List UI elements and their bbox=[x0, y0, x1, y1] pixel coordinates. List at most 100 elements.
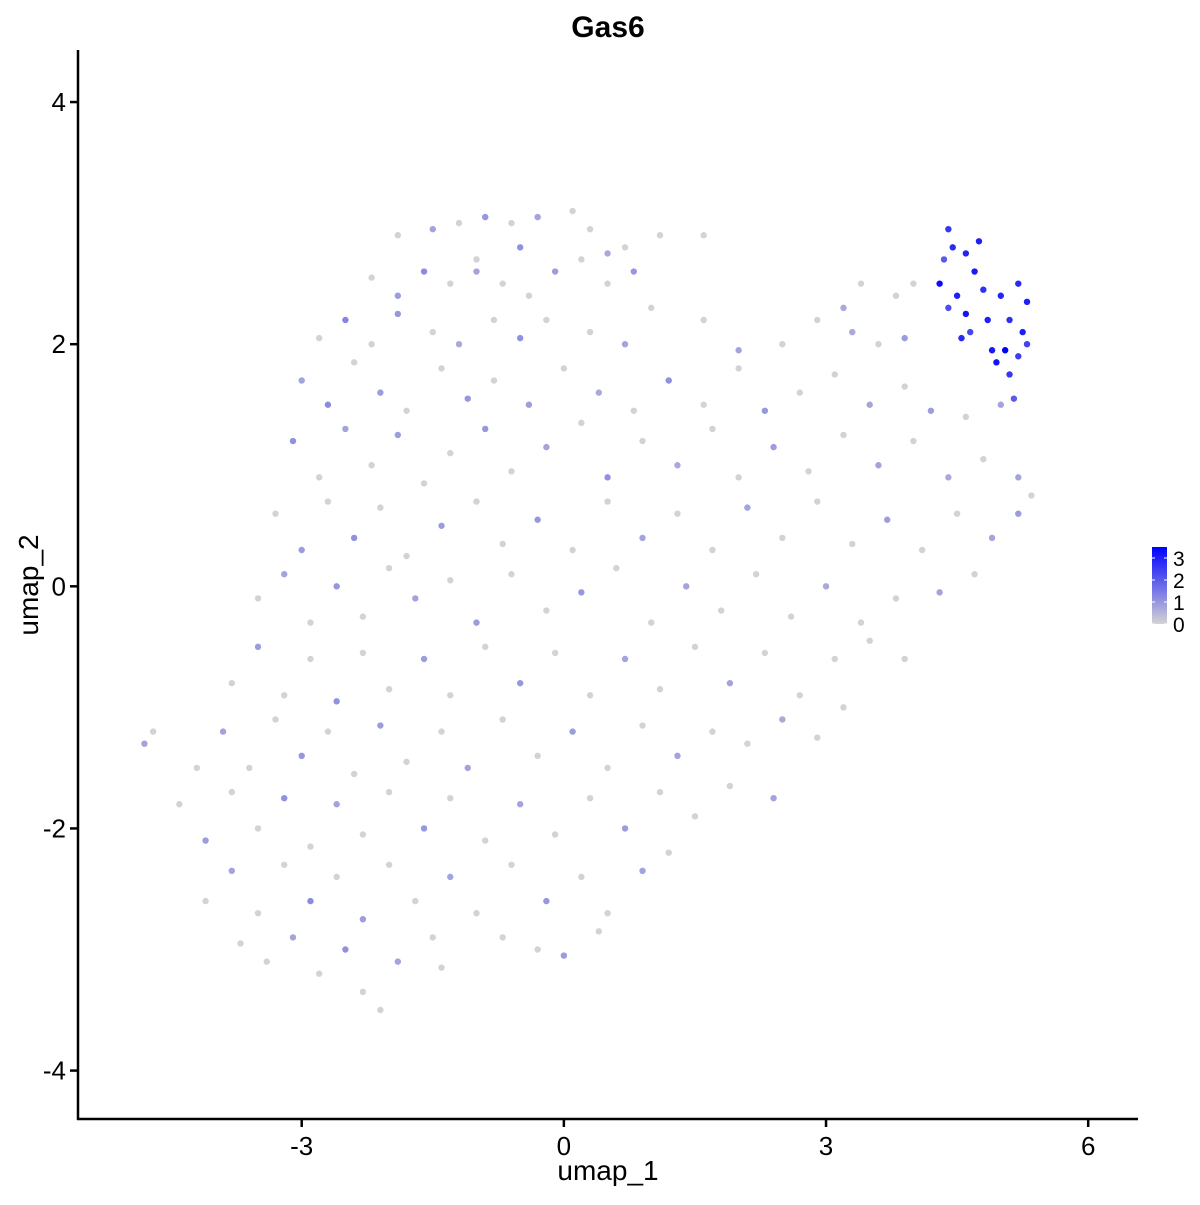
data-point bbox=[324, 498, 332, 505]
data-point bbox=[656, 788, 664, 796]
data-point bbox=[910, 280, 917, 287]
data-point bbox=[447, 794, 454, 802]
data-point bbox=[324, 401, 332, 408]
data-point bbox=[586, 225, 594, 233]
data-point bbox=[709, 546, 716, 554]
data-point bbox=[342, 316, 349, 324]
data-point bbox=[744, 504, 751, 511]
data-point bbox=[377, 504, 384, 511]
data-point bbox=[307, 655, 314, 663]
data-point bbox=[744, 740, 751, 747]
data-point bbox=[796, 389, 804, 396]
data-point bbox=[988, 534, 996, 542]
data-point bbox=[656, 232, 664, 239]
data-point bbox=[761, 649, 769, 657]
data-point bbox=[359, 916, 367, 923]
data-point bbox=[246, 764, 253, 772]
data-point bbox=[508, 571, 515, 578]
data-point bbox=[648, 619, 655, 626]
data-point bbox=[516, 334, 524, 342]
data-point bbox=[1015, 280, 1022, 287]
data-point bbox=[438, 365, 445, 372]
data-point bbox=[927, 407, 935, 414]
data-point bbox=[482, 213, 489, 221]
data-point bbox=[141, 740, 148, 747]
data-point bbox=[298, 377, 305, 384]
data-point bbox=[219, 728, 227, 735]
data-point bbox=[1015, 353, 1022, 360]
data-point bbox=[604, 474, 611, 481]
data-point bbox=[604, 764, 611, 772]
data-point bbox=[665, 849, 672, 856]
data-point bbox=[525, 292, 533, 299]
data-point bbox=[849, 540, 856, 548]
data-point bbox=[604, 498, 611, 505]
data-point bbox=[831, 655, 838, 663]
data-point bbox=[586, 794, 594, 802]
data-point bbox=[875, 462, 882, 469]
x-tick-label: 6 bbox=[1081, 1131, 1095, 1161]
data-point bbox=[621, 244, 629, 251]
data-point bbox=[525, 401, 533, 408]
data-point bbox=[394, 431, 402, 439]
data-point bbox=[761, 407, 769, 414]
data-point bbox=[787, 613, 795, 620]
data-point bbox=[289, 934, 297, 941]
points-layer bbox=[141, 207, 1035, 1014]
data-point bbox=[447, 449, 454, 457]
data-point bbox=[149, 728, 157, 735]
data-point bbox=[1015, 474, 1022, 481]
data-point bbox=[814, 498, 821, 505]
data-point bbox=[945, 474, 952, 481]
data-point bbox=[551, 649, 559, 657]
data-point bbox=[975, 238, 983, 245]
data-point bbox=[420, 825, 428, 832]
data-point bbox=[464, 395, 471, 402]
data-point bbox=[403, 552, 410, 560]
data-point bbox=[560, 365, 568, 372]
data-point bbox=[202, 897, 209, 905]
data-point bbox=[770, 794, 777, 802]
data-point bbox=[735, 474, 742, 481]
data-point bbox=[464, 764, 471, 772]
data-point bbox=[403, 407, 410, 414]
data-point bbox=[447, 577, 454, 584]
data-point bbox=[377, 1006, 384, 1014]
data-point bbox=[831, 371, 838, 378]
data-point bbox=[482, 425, 489, 433]
data-point bbox=[621, 340, 629, 348]
data-point bbox=[254, 909, 262, 917]
data-point bbox=[516, 679, 524, 687]
data-point bbox=[534, 946, 541, 953]
y-tick-label: 0 bbox=[52, 571, 66, 601]
data-point bbox=[1006, 316, 1013, 324]
data-point bbox=[534, 213, 541, 221]
data-point bbox=[394, 232, 402, 239]
data-point bbox=[993, 359, 1000, 366]
data-point bbox=[508, 468, 515, 475]
data-point bbox=[949, 244, 956, 251]
data-point bbox=[958, 334, 965, 342]
data-point bbox=[516, 801, 524, 808]
data-point bbox=[298, 752, 305, 760]
data-point bbox=[569, 728, 576, 735]
data-point bbox=[604, 280, 611, 287]
data-point bbox=[551, 268, 559, 275]
data-point bbox=[543, 443, 550, 451]
data-point bbox=[377, 389, 384, 396]
data-point bbox=[228, 867, 236, 875]
data-point bbox=[202, 837, 209, 844]
data-point bbox=[586, 328, 594, 336]
y-axis-label: umap_2 bbox=[13, 534, 44, 635]
data-point bbox=[551, 831, 559, 838]
x-ticks: -3 0 3 6 bbox=[290, 1119, 1095, 1161]
y-tick-label: 2 bbox=[52, 329, 66, 359]
data-point bbox=[420, 268, 428, 275]
data-point bbox=[621, 655, 629, 663]
data-point bbox=[805, 468, 812, 475]
data-point bbox=[359, 613, 367, 620]
chart-title: Gas6 bbox=[571, 11, 644, 44]
data-point bbox=[473, 268, 480, 275]
data-point bbox=[639, 437, 646, 445]
data-point bbox=[254, 595, 262, 602]
